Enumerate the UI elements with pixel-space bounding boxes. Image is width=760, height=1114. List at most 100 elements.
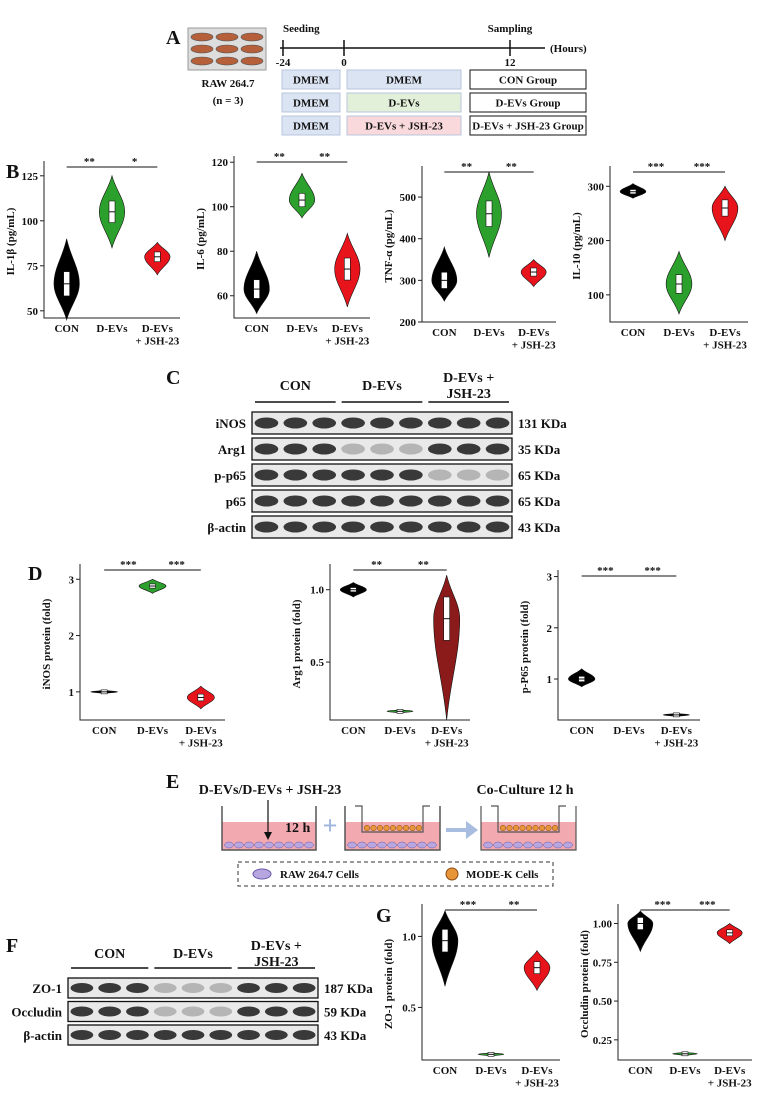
band <box>485 495 510 507</box>
x-tick-label: D-EVs <box>663 327 695 339</box>
band <box>153 1030 177 1040</box>
protocol-box <box>346 92 462 113</box>
protocol-text: DMEM <box>293 121 330 133</box>
axis <box>79 564 225 721</box>
size-label: 43 KDa <box>518 520 561 535</box>
band <box>254 417 279 429</box>
band <box>485 417 510 429</box>
raw-cell <box>294 841 304 849</box>
protein-label: p-p65 <box>214 468 246 483</box>
significance-label: ** <box>509 899 521 911</box>
plates-icon <box>187 27 267 71</box>
y-tick-label: 1.00 <box>593 919 613 931</box>
band <box>254 443 279 455</box>
mode-k-cell <box>363 824 371 832</box>
x-tick-label: CON <box>569 725 594 737</box>
x-tick-label: D-EVs + JSH-23 <box>512 327 556 352</box>
size-label: 43 KDa <box>324 1028 367 1043</box>
y-tick-label: 1.0 <box>402 931 416 943</box>
band <box>98 1006 122 1017</box>
band <box>237 1006 260 1017</box>
band <box>283 469 308 481</box>
band <box>283 495 308 507</box>
protocol-text: D-EVs <box>388 98 420 110</box>
mode-k-cell <box>525 824 533 832</box>
raw-cell <box>503 841 513 849</box>
protein-label: iNOS <box>216 416 246 431</box>
mode-k-cell <box>512 824 520 832</box>
y-tick-label: 100 <box>588 290 605 302</box>
band <box>70 1006 94 1017</box>
band <box>292 1030 316 1040</box>
significance-label: *** <box>644 565 661 577</box>
band <box>427 443 452 455</box>
significance-label: ** <box>371 559 383 571</box>
y-tick-label: 2 <box>69 631 75 643</box>
significance-label: *** <box>120 559 137 571</box>
violin <box>433 575 461 721</box>
band <box>264 1006 288 1017</box>
y-tick-label: 75 <box>27 261 39 273</box>
incubation-time: 12 h <box>285 821 311 836</box>
significance-label: ** <box>84 156 96 168</box>
size-label: 65 KDa <box>518 468 561 483</box>
time-tick: 12 <box>505 57 517 69</box>
band <box>427 469 452 481</box>
band <box>341 417 365 429</box>
mode-k-cell <box>370 824 377 832</box>
protocol-box <box>469 69 587 90</box>
y-tick-label: 400 <box>400 234 417 246</box>
raw-cell <box>523 841 533 849</box>
mode-k-cell <box>532 824 539 832</box>
y-tick-label: 80 <box>217 246 229 258</box>
protocol-box <box>281 92 341 113</box>
x-tick-label: D-EVs <box>96 323 128 335</box>
raw-cell <box>244 841 254 849</box>
band <box>70 983 94 993</box>
axis <box>557 570 700 721</box>
band <box>485 521 510 533</box>
band <box>399 495 423 507</box>
band <box>456 469 481 481</box>
legend-label: MODE-K Cells <box>466 869 539 881</box>
x-tick-label: CON <box>341 725 366 737</box>
size-label: 65 KDa <box>518 494 561 509</box>
band <box>264 983 288 993</box>
mode-k-cell <box>545 824 552 832</box>
y-tick-label: 100 <box>22 216 39 228</box>
y-tick-label: 50 <box>27 306 39 318</box>
panel-label: C <box>166 367 180 389</box>
band <box>181 1006 205 1017</box>
band <box>181 983 205 993</box>
raw-cell <box>387 841 397 849</box>
axis <box>233 156 370 319</box>
event: Seeding <box>283 23 320 35</box>
band <box>292 983 316 993</box>
band <box>153 1006 177 1017</box>
x-tick-label: D-EVs <box>669 1065 701 1077</box>
band <box>341 469 365 481</box>
raw-cell <box>264 841 274 849</box>
band <box>341 443 365 455</box>
band <box>209 1006 233 1017</box>
band <box>370 469 394 481</box>
blot-strip <box>67 1000 319 1023</box>
band <box>209 1030 233 1040</box>
protein-label: β-actin <box>23 1028 62 1043</box>
band <box>312 417 337 429</box>
coculture-diagram: 12 h + <box>221 800 577 887</box>
raw-cell <box>347 841 357 849</box>
y-tick-label: 0.5 <box>402 1002 416 1014</box>
group-header: CON <box>280 379 311 394</box>
x-tick-label: CON <box>621 327 646 339</box>
band <box>237 1030 260 1040</box>
significance-label: *** <box>168 559 185 571</box>
x-tick-label: D-EVs + JSH-23 <box>703 327 747 352</box>
mode-k-cell <box>538 824 546 832</box>
mode-k-cell <box>376 824 384 832</box>
band <box>283 417 308 429</box>
protocol-text: D-EVs + JSH-23 <box>365 121 443 133</box>
band <box>456 417 481 429</box>
step: Co-Culture 12 h <box>477 783 574 798</box>
